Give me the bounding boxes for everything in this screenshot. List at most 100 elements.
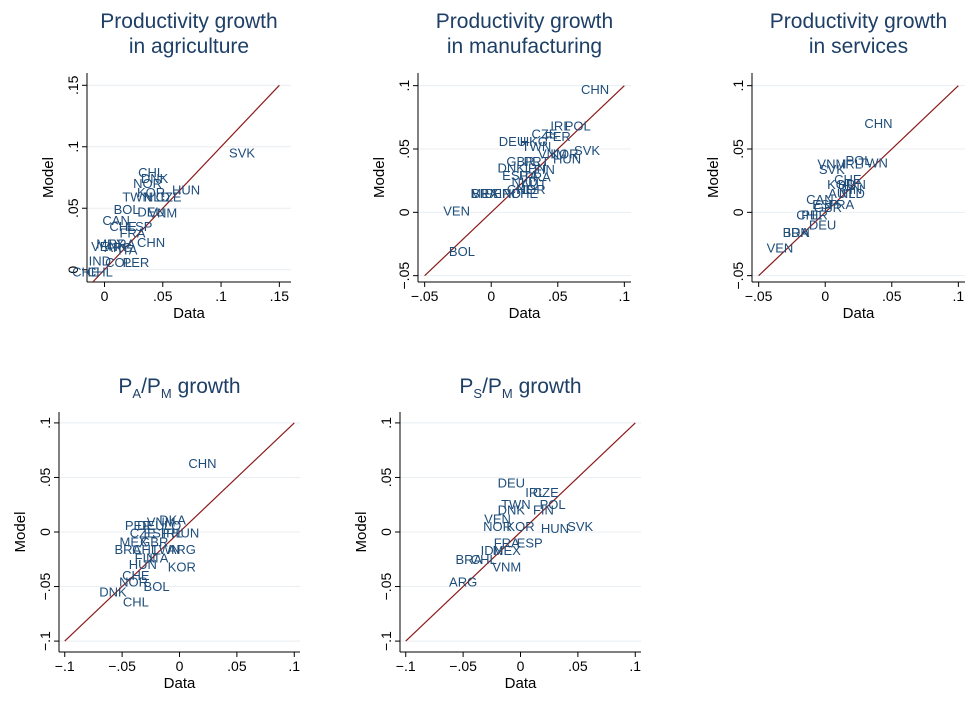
point-label: CHE xyxy=(122,568,150,583)
point-label: HUN xyxy=(541,521,569,536)
chart-title: PA/PM growth xyxy=(118,375,240,401)
fit-line xyxy=(424,85,625,277)
x-tick-label: .05 xyxy=(568,658,588,674)
x-tick-label: .05 xyxy=(882,288,902,304)
x-tick-label: 0 xyxy=(517,658,525,674)
title-subscript: M xyxy=(161,386,172,401)
point-label: CZE xyxy=(533,485,559,500)
point-label: BOL xyxy=(449,244,475,259)
point-label: DEU xyxy=(137,518,164,533)
point-label: VNM xyxy=(817,157,846,172)
point-label: DEU xyxy=(137,204,164,219)
point-label: SVK xyxy=(819,162,845,177)
x-tick-label: −.1 xyxy=(55,658,75,674)
point-label: ITA xyxy=(149,551,169,566)
point-label: IND xyxy=(89,254,111,269)
point-label: FER xyxy=(545,129,571,144)
x-tick-label: .1 xyxy=(288,658,300,674)
point-label: PER xyxy=(123,255,150,270)
x-tick-label: .05 xyxy=(548,288,568,304)
point-label: FIN xyxy=(841,182,862,197)
point-label: ITA xyxy=(118,243,138,258)
point-label: IDN xyxy=(481,543,503,558)
point-label: CHL xyxy=(123,594,149,609)
point-label: ESP xyxy=(517,535,543,550)
point-label: ESP xyxy=(126,219,152,234)
point-label: TWN xyxy=(522,139,552,154)
point-label: TWN xyxy=(151,542,181,557)
point-label: VEN xyxy=(767,240,794,255)
y-tick-label: .1 xyxy=(396,80,412,92)
point-label: DNK xyxy=(141,171,169,186)
y-tick-label: .05 xyxy=(396,139,412,159)
point-label: MEX xyxy=(470,186,499,201)
point-label: GBR xyxy=(140,534,168,549)
point-label: SVK xyxy=(229,145,255,160)
x-tick-label: 0 xyxy=(821,288,829,304)
point-label: NLD xyxy=(511,174,537,189)
y-tick-label: .1 xyxy=(378,417,394,429)
chart-title: Productivity growth xyxy=(100,10,277,33)
point-label: IRL xyxy=(525,485,545,500)
point-label: HUN xyxy=(172,182,200,197)
point-label: IRL xyxy=(842,157,862,172)
point-label: FRA xyxy=(119,225,145,240)
point-label: SVK xyxy=(574,143,600,158)
point-label: ESP xyxy=(502,168,528,183)
point-label: CHN xyxy=(581,82,609,97)
point-label: MEX xyxy=(120,534,149,549)
title-text: growth xyxy=(513,375,582,398)
point-label: FRA xyxy=(828,197,854,212)
point-label: GBR xyxy=(814,200,842,215)
x-tick-label: −.05 xyxy=(449,658,477,674)
y-tick-label: 0 xyxy=(396,208,412,216)
point-label: CHE xyxy=(72,265,100,280)
y-tick-label: .1 xyxy=(730,80,746,92)
point-label: ITA xyxy=(519,168,539,183)
chart-title-line-2: in agriculture xyxy=(129,35,249,58)
point-label: HKG xyxy=(520,134,548,149)
title-subscript: S xyxy=(473,386,482,401)
point-label: HUN xyxy=(171,526,199,541)
y-tick-label: −.1 xyxy=(37,631,53,651)
point-label: IRL xyxy=(162,526,182,541)
point-label: TWN xyxy=(501,497,531,512)
point-label: ARG xyxy=(168,542,196,557)
point-label: CHE xyxy=(507,182,535,197)
chart-title-line-2: in manufacturing xyxy=(447,35,602,58)
x-tick-label: −.05 xyxy=(108,658,136,674)
y-tick-label: −.05 xyxy=(730,262,746,290)
point-label: DNK xyxy=(498,503,526,518)
x-tick-label: 0 xyxy=(101,288,109,304)
point-label: KOR xyxy=(550,147,578,162)
x-axis-label: Data xyxy=(843,305,875,322)
y-tick-label: .05 xyxy=(730,139,746,159)
y-tick-label: 0 xyxy=(378,528,394,536)
y-tick-label: −.05 xyxy=(396,262,412,290)
y-tick-label: −.05 xyxy=(37,573,53,601)
point-label: LO xyxy=(164,518,181,533)
y-tick-label: .1 xyxy=(65,141,81,153)
point-label: VNM xyxy=(148,206,177,221)
point-label: CHN xyxy=(864,116,892,131)
point-label: CAN xyxy=(102,213,129,228)
y-tick-label: .05 xyxy=(37,468,53,488)
point-label: IRL xyxy=(550,119,570,134)
title-text: P xyxy=(118,375,132,398)
point-label: AUT xyxy=(521,177,547,192)
point-label: FRA xyxy=(494,535,520,550)
point-label: VNM xyxy=(492,559,521,574)
point-label: HUN xyxy=(553,152,581,167)
x-tick-label: 0 xyxy=(487,288,495,304)
point-label: BOL xyxy=(144,579,170,594)
point-label: CHL xyxy=(87,265,113,280)
point-label: NOR xyxy=(517,182,546,197)
fit-line xyxy=(758,85,959,277)
point-label: DNK xyxy=(497,161,525,176)
point-label: CHL xyxy=(796,207,822,222)
x-tick-label: .1 xyxy=(953,288,965,304)
point-label: CHL xyxy=(138,165,164,180)
point-label: CAN xyxy=(806,192,833,207)
